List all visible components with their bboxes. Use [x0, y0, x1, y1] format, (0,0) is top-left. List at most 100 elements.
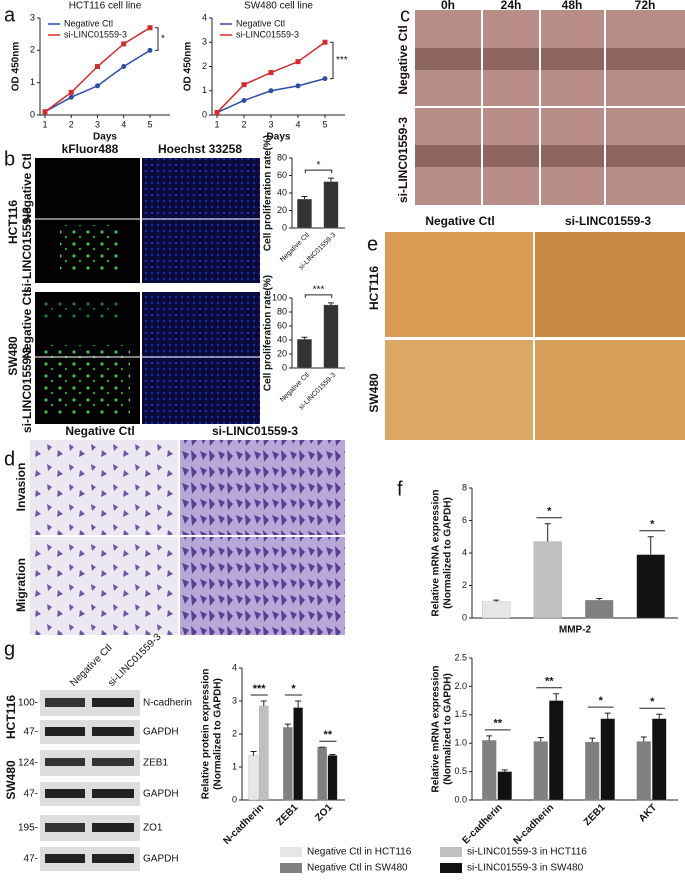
y-tick-label: 8: [462, 482, 467, 492]
y-tick-label: 0: [30, 109, 35, 119]
y-axis-label: OD 450nm: [183, 42, 194, 92]
bar: [293, 707, 303, 801]
y-axis-label: (Normalized to GAPDH): [213, 678, 224, 790]
row-label: Negative Ctl: [396, 25, 410, 94]
legend-label: Negative Ctl in SW480: [307, 863, 408, 874]
y-axis-label: Relative mRNA expression: [431, 490, 442, 617]
y-tick-label: 1: [232, 761, 237, 771]
y-tick-label: 2: [462, 580, 467, 590]
cell-label: HCT116: [367, 266, 381, 310]
error-bar: [640, 736, 647, 742]
bar: [248, 755, 259, 801]
blot-marker: 47-: [24, 727, 38, 738]
error-bar: [295, 700, 302, 708]
bar: [323, 304, 339, 369]
y-tick-label: 40: [277, 187, 287, 197]
panel-letter: e: [367, 233, 378, 255]
panel-letter: b: [4, 148, 15, 170]
x-tick-label: AKT: [637, 802, 659, 824]
error-bar: [647, 536, 654, 555]
line: [44, 49, 151, 113]
time-label: 72h: [635, 0, 656, 12]
blot-protein: GAPDH: [143, 854, 179, 865]
y-tick-label: 0: [232, 794, 237, 804]
legend-swatch: [440, 847, 462, 857]
error-bar: [604, 712, 611, 719]
point: [68, 89, 74, 95]
point: [42, 109, 48, 115]
blot-protein: ZO1: [143, 823, 163, 834]
annotation: *: [650, 519, 655, 531]
x-tick-label: N-cadherin: [221, 802, 266, 847]
annotation: ***: [336, 55, 348, 66]
annotation: *: [547, 506, 552, 518]
y-tick-label: 20: [277, 205, 287, 215]
error-bar: [301, 336, 308, 340]
blot-marker: 100-: [18, 698, 38, 709]
group-label: si-LINC01559-3: [565, 214, 651, 228]
group-label: si-LINC01559-3: [212, 424, 298, 438]
legend-swatch: [280, 847, 302, 857]
x-tick-label: 2: [241, 119, 246, 129]
x-tick-label: 4: [121, 119, 126, 129]
group-label: Negative Ctl: [65, 424, 134, 438]
y-tick-label: 3: [202, 37, 207, 47]
y-tick-label: 1: [30, 77, 35, 87]
bar: [317, 747, 327, 801]
error-bar: [537, 737, 544, 742]
time-label: 48h: [562, 0, 583, 12]
error-bar: [656, 713, 663, 719]
annotation: **: [324, 729, 333, 741]
bar: [549, 700, 564, 801]
annotation: *: [317, 160, 321, 171]
y-tick-label: 6: [462, 515, 467, 525]
chart-title: HCT116 cell line: [69, 1, 142, 12]
point: [295, 83, 301, 89]
scratch-images: [415, 10, 685, 205]
bar: [533, 541, 562, 619]
legend-swatch: [440, 863, 462, 873]
x-tick-label: 4: [295, 119, 300, 129]
fluorescence-images: [35, 158, 260, 424]
x-tick-label: ZEB1: [275, 802, 301, 828]
error-bar: [589, 737, 596, 743]
line: [44, 27, 151, 113]
y-tick-label: 0.0: [454, 794, 467, 804]
legend-label: Negative Ctl: [236, 18, 285, 28]
annotation: **: [545, 676, 554, 688]
blot-protein: GAPDH: [143, 727, 179, 738]
error-bar: [553, 693, 560, 701]
y-tick-label: 60: [277, 320, 287, 330]
x-axis-label: MMP-2: [559, 625, 592, 636]
error-bar: [486, 735, 493, 741]
annotation: *: [650, 696, 655, 708]
bar: [533, 741, 548, 801]
bar: [259, 705, 269, 801]
row-label: Invasion: [14, 463, 28, 512]
point: [241, 97, 247, 103]
error-bar: [260, 700, 267, 706]
y-tick-label: 3: [30, 12, 35, 22]
x-tick-label: 3: [95, 119, 100, 129]
transwell-images: [30, 440, 345, 635]
point: [68, 94, 74, 100]
cell-label: HCT116: [4, 695, 18, 739]
annotation: ***: [253, 683, 267, 695]
panel-letter: a: [4, 4, 16, 26]
bar: [636, 554, 665, 619]
point: [322, 39, 328, 45]
x-tick-label: 5: [147, 119, 152, 129]
y-tick-label: 2: [202, 61, 207, 71]
error-bar: [329, 753, 336, 756]
x-tick-label: E-cadherin: [460, 802, 504, 846]
y-tick-label: 20: [277, 348, 287, 358]
time-label: 24h: [501, 0, 522, 12]
y-axis-label: (Normalized to GAPDH): [443, 497, 454, 609]
panel-letter: d: [4, 448, 15, 470]
annotation: ***: [313, 285, 325, 296]
error-bar: [327, 302, 334, 305]
y-tick-label: 0: [282, 222, 287, 232]
y-tick-label: 80: [277, 306, 287, 316]
annotation: *: [599, 695, 604, 707]
